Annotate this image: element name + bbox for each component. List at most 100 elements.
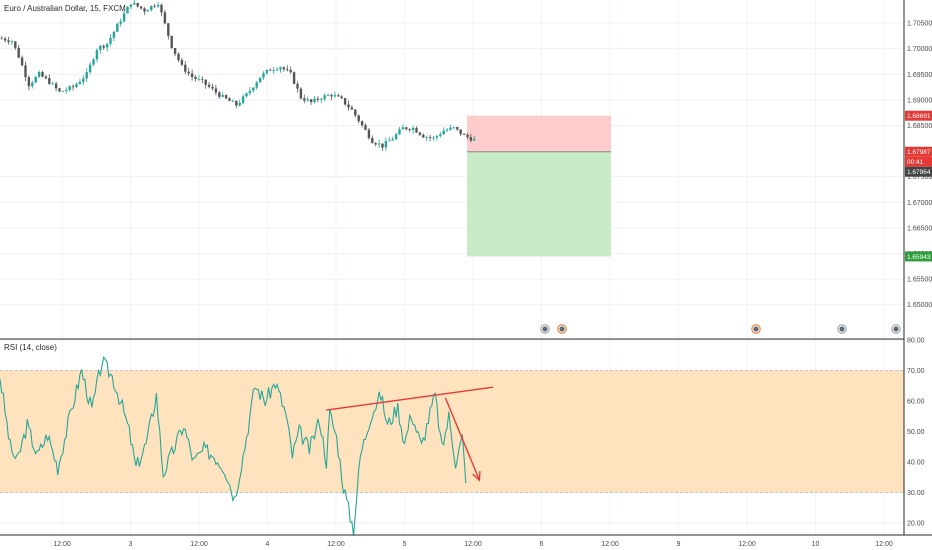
rsi-tick-label: 50.00: [907, 429, 925, 436]
candle: [306, 96, 309, 102]
projection-arrow[interactable]: [444, 397, 481, 482]
economic-event-icon[interactable]: [540, 324, 550, 334]
rsi-pane[interactable]: [0, 339, 904, 536]
price-pane[interactable]: [0, 0, 904, 338]
candle: [469, 133, 473, 143]
candle: [245, 92, 248, 98]
svg-text:00:41: 00:41: [907, 159, 924, 166]
candle: [238, 99, 241, 107]
economic-event-icon[interactable]: [751, 324, 761, 334]
candle: [68, 84, 71, 92]
candle: [214, 84, 218, 96]
price-gridlines: [0, 0, 904, 338]
bar-countdown-badge[interactable]: 00:41: [905, 156, 932, 167]
candle: [405, 126, 408, 131]
current-price-badge[interactable]: 1.67987: [905, 146, 932, 157]
candle: [466, 132, 469, 140]
price-tick-label: 1.69000: [907, 97, 932, 104]
candle: [357, 114, 360, 124]
candle: [364, 123, 367, 131]
price-tick-label: 1.67000: [907, 200, 932, 207]
candle: [316, 96, 320, 103]
candle: [459, 129, 462, 136]
candle: [190, 69, 194, 81]
candle: [286, 65, 289, 72]
candle: [289, 66, 292, 74]
candle: [262, 71, 265, 80]
candle: [167, 23, 170, 40]
candle: [119, 18, 122, 27]
candle: [473, 135, 476, 142]
candle: [17, 45, 20, 59]
candle: [252, 87, 255, 93]
stop-loss-zone[interactable]: [467, 115, 611, 152]
price-tick-label: 1.69500: [907, 72, 932, 79]
time-tick-label: 12:00: [464, 541, 482, 548]
candle: [34, 75, 37, 84]
candle: [418, 131, 422, 137]
candle: [3, 36, 7, 43]
position-zones[interactable]: [467, 115, 611, 257]
candle: [194, 74, 197, 82]
bid-price-badge[interactable]: 1.67964: [905, 166, 932, 177]
candle: [425, 135, 428, 141]
candle: [112, 31, 116, 42]
candle: [248, 86, 252, 96]
candle: [24, 61, 27, 82]
svg-text:1.65943: 1.65943: [907, 254, 931, 261]
candle: [326, 93, 330, 96]
candle: [173, 47, 177, 57]
candle: [92, 58, 95, 67]
candle: [180, 57, 184, 67]
time-tick-label: 12:00: [190, 541, 208, 548]
candle: [31, 80, 34, 89]
candle: [320, 97, 323, 104]
candle: [340, 95, 343, 100]
time-tick-label: 4: [266, 541, 270, 548]
rsi-axis[interactable]: 80.00 70.00 60.00 50.00 40.00 30.00 20.00: [907, 338, 925, 528]
rsi-line: [0, 355, 467, 536]
time-tick-label: 10: [812, 541, 820, 548]
take-profit-badge[interactable]: 1.65943: [905, 251, 932, 262]
time-tick-label: 5: [403, 541, 407, 548]
stop-loss-badge[interactable]: 1.68691: [905, 110, 932, 121]
candle: [235, 100, 238, 109]
price-tick-label: 1.65500: [907, 277, 932, 284]
candle: [136, 2, 139, 8]
candle: [116, 22, 119, 32]
economic-event-icon[interactable]: [557, 324, 567, 334]
candle: [388, 136, 391, 142]
candle: [377, 139, 381, 149]
svg-text:1.67987: 1.67987: [907, 149, 931, 156]
rsi-band: [0, 370, 904, 493]
candle: [435, 134, 439, 141]
candle: [265, 69, 269, 75]
candle: [71, 84, 75, 91]
divergence-trendline[interactable]: [326, 386, 494, 411]
candle: [150, 5, 153, 12]
candle: [303, 94, 306, 104]
economic-event-icon[interactable]: [891, 324, 901, 334]
candle: [292, 71, 296, 85]
candle: [129, 4, 133, 9]
candle: [422, 133, 425, 138]
candle: [299, 87, 303, 100]
candle: [163, 9, 167, 25]
time-axis[interactable]: 12:00 3 12:00 4 12:00 5 12:00 6 12:00 9 12:00 10 12:…: [53, 541, 893, 548]
economic-event-icon[interactable]: [837, 324, 847, 334]
price-axis[interactable]: 1.70500 1.70000 1.69500 1.69000 1.68500 1.675…: [905, 21, 932, 310]
event-markers[interactable]: [540, 324, 901, 334]
candle: [394, 132, 398, 141]
candle: [428, 134, 432, 142]
candle: [109, 34, 112, 47]
candle: [177, 52, 180, 63]
price-tick-label: 1.66500: [907, 225, 932, 232]
candle: [75, 82, 78, 89]
candle: [20, 55, 24, 67]
take-profit-zone[interactable]: [467, 151, 611, 257]
rsi-tick-label: 30.00: [907, 490, 925, 497]
candle: [95, 48, 99, 63]
candle: [58, 87, 61, 93]
arrow-head: [472, 471, 481, 482]
